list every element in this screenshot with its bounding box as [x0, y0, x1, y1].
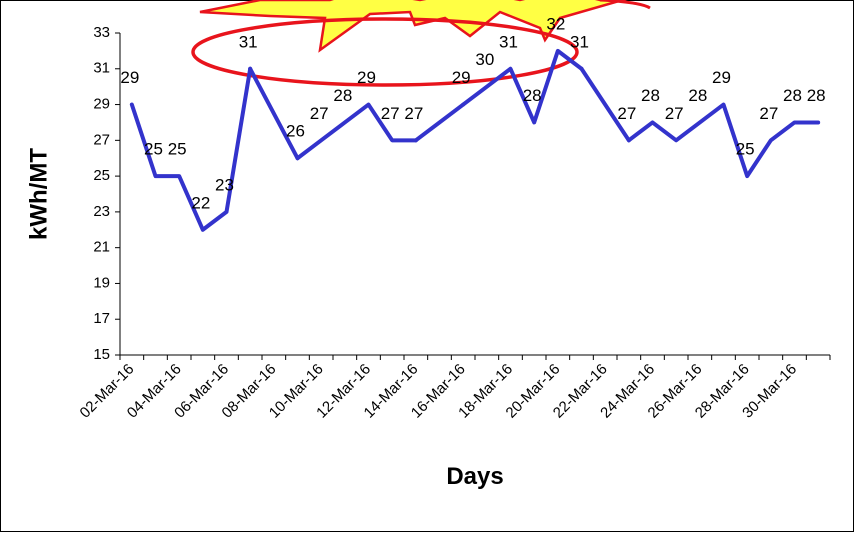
- data-label: 28: [783, 86, 802, 105]
- data-label: 29: [357, 68, 376, 87]
- line-series: [295, 102, 418, 161]
- data-label: 31: [570, 32, 589, 51]
- data-label: 27: [404, 104, 423, 123]
- data-label: 30: [475, 50, 494, 69]
- data-label: 27: [381, 104, 400, 123]
- data-label: 27: [759, 104, 778, 123]
- y-tick-label: 19: [93, 274, 110, 291]
- y-tick-label: 25: [93, 167, 110, 184]
- data-label: 27: [665, 104, 684, 123]
- data-label: 29: [452, 68, 471, 87]
- red-arc: [599, 0, 651, 10]
- data-label: 29: [712, 68, 731, 87]
- line-series: [129, 66, 253, 232]
- y-tick-label: 27: [93, 131, 110, 148]
- y-tick-label: 17: [93, 310, 110, 327]
- data-label: 27: [310, 104, 329, 123]
- data-label: 26: [286, 122, 305, 141]
- line-series: [626, 102, 821, 179]
- data-label: 22: [191, 193, 210, 212]
- gap-bridge: [413, 102, 466, 143]
- x-axis-title: Days: [446, 463, 503, 490]
- data-label: 28: [641, 86, 660, 105]
- y-axis-title: kWh/MT: [25, 148, 52, 240]
- y-tick-label: 23: [93, 203, 110, 220]
- y-tick-label: 31: [93, 60, 110, 77]
- starburst: [199, 0, 628, 53]
- data-label: 28: [523, 86, 542, 105]
- data-label: 31: [499, 32, 518, 51]
- y-tick-label: 21: [93, 239, 110, 256]
- gap-bridge: [248, 66, 300, 161]
- gap-bridge: [579, 66, 631, 143]
- y-tick-label: 29: [93, 96, 110, 113]
- line-series: [461, 48, 584, 125]
- data-label: 32: [546, 14, 565, 33]
- data-label: 28: [333, 86, 352, 105]
- data-label: 28: [807, 86, 826, 105]
- data-label: 28: [688, 86, 707, 105]
- data-label: 31: [239, 32, 258, 51]
- data-label: 23: [215, 175, 234, 194]
- data-label: 25: [144, 140, 163, 159]
- y-tick-label: 15: [93, 346, 110, 363]
- highlight-ellipse: [191, 17, 579, 87]
- data-label: 27: [617, 104, 636, 123]
- y-tick-label: 33: [93, 24, 110, 41]
- data-label: 25: [168, 140, 187, 159]
- data-label: 29: [120, 68, 139, 87]
- data-label: 25: [736, 140, 755, 159]
